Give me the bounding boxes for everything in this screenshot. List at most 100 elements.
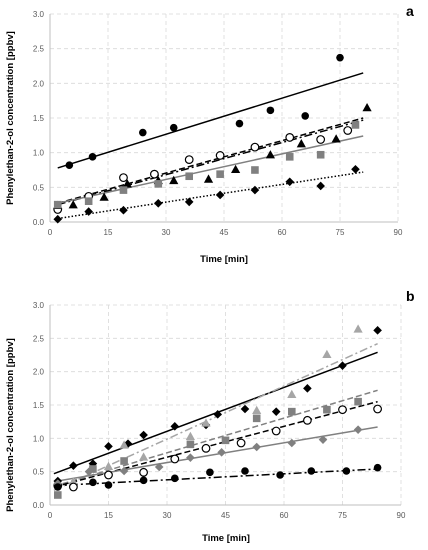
x-tick-label: 15 (104, 228, 113, 237)
data-point-series-3 (122, 179, 132, 188)
y-tick-label: 2.0 (33, 79, 45, 88)
data-point-series-1 (69, 461, 78, 470)
data-point-series-4 (201, 443, 211, 453)
data-point-series-6 (342, 467, 351, 475)
data-point-series-3 (265, 150, 275, 159)
data-point-series-4 (119, 186, 128, 194)
data-point-series-2 (103, 461, 114, 471)
data-point-series-1 (266, 106, 275, 115)
data-point-series-4 (285, 153, 294, 161)
trendline-series-2 (57, 117, 364, 205)
data-point-series-4 (139, 467, 149, 477)
data-point-series-4 (216, 170, 224, 178)
data-point-series-1 (65, 161, 74, 169)
panel-a-ylabel: Phenylethan-2-ol concentration [ppbv] (5, 31, 16, 205)
data-point-series-6 (89, 478, 97, 487)
y-tick-label: 2.5 (33, 45, 45, 54)
data-point-series-2 (285, 133, 295, 142)
data-point-series-5 (215, 190, 225, 200)
data-point-series-5 (285, 177, 295, 187)
panel-a-trendlines (57, 72, 364, 220)
trendline-series-1 (57, 72, 364, 169)
data-point-series-6 (241, 467, 249, 475)
data-point-series-3 (323, 405, 331, 414)
data-point-series-2 (343, 126, 353, 135)
panel-b-axes (49, 305, 401, 506)
data-point-series-1 (301, 112, 310, 120)
x-tick-label: 15 (104, 511, 113, 520)
data-point-series-3 (331, 134, 341, 143)
data-point-series-5 (252, 442, 261, 452)
data-point-series-4 (68, 482, 78, 492)
data-point-series-5 (184, 197, 194, 207)
data-point-series-4 (351, 121, 360, 129)
data-point-series-4 (185, 172, 193, 181)
panel-a-axes (49, 14, 398, 223)
panel-a-markers (53, 53, 372, 224)
data-point-series-1 (169, 123, 178, 132)
data-point-series-5 (53, 214, 63, 224)
data-point-series-2 (252, 405, 262, 415)
y-tick-label: 0.5 (33, 468, 45, 477)
data-point-series-1 (123, 439, 133, 448)
panel-b: b 0 15 30 45 60 75 90 0.0 0.5 1.0 1.5 2.0 2.5 3.0 Tim… (5, 288, 415, 544)
data-point-series-3 (68, 200, 78, 209)
data-point-series-2 (322, 349, 332, 359)
trendline-series-5 (57, 171, 364, 220)
data-point-series-2 (119, 440, 129, 449)
data-point-series-1 (213, 410, 222, 419)
data-point-series-5 (154, 462, 164, 472)
y-tick-label: 1.5 (33, 401, 45, 410)
x-tick-label: 75 (338, 511, 347, 520)
data-point-series-5 (250, 185, 260, 195)
data-point-series-1 (336, 53, 344, 62)
data-point-series-2 (201, 418, 211, 427)
data-point-series-2 (287, 389, 297, 399)
panel-b-ylabel: Phenylethan-2-ol concentration [ppbv] (5, 338, 16, 512)
data-point-series-6 (276, 471, 284, 479)
y-tick-label: 0.5 (33, 183, 45, 192)
data-point-series-5 (119, 466, 129, 476)
data-point-series-6 (171, 474, 179, 483)
data-point-series-4 (338, 405, 347, 415)
data-point-series-2 (353, 324, 363, 333)
data-point-series-1 (88, 153, 97, 161)
y-tick-label: 1.5 (33, 114, 45, 123)
data-point-series-2 (250, 142, 260, 152)
data-point-series-5 (217, 448, 226, 457)
x-tick-label: 75 (336, 228, 345, 237)
data-point-series-3 (169, 175, 179, 185)
data-point-series-1 (240, 404, 250, 414)
y-tick-label: 0.0 (33, 501, 45, 510)
panel-b-markers (53, 324, 383, 499)
x-tick-label: 30 (162, 228, 171, 237)
data-point-series-4 (373, 404, 383, 414)
panel-b-xlabel: Time [min] (202, 533, 250, 544)
x-tick-label: 45 (220, 228, 229, 237)
x-tick-label: 60 (280, 511, 289, 520)
trendline-series-5 (53, 426, 378, 483)
panel-a-ticks: 0 15 30 45 60 75 90 0.0 0.5 1.0 1.5 2.0 2.5 3.0 (33, 10, 403, 237)
y-tick-label: 1.0 (33, 434, 45, 443)
data-point-series-2 (139, 452, 149, 461)
panel-a: a 0 15 30 45 60 75 90 0.0 0.5 1.0 1.5 2.0 2.5 3.0 Tim… (5, 3, 414, 265)
data-point-series-3 (89, 465, 97, 473)
data-point-series-6 (206, 468, 214, 477)
data-point-series-3 (99, 192, 109, 201)
data-point-series-3 (221, 436, 230, 445)
data-point-series-2 (184, 155, 194, 165)
data-point-series-4 (154, 180, 163, 188)
trendline-series-2 (53, 342, 378, 492)
y-tick-label: 3.0 (33, 10, 45, 19)
data-point-series-1 (170, 422, 180, 431)
data-point-series-3 (362, 103, 372, 112)
data-point-series-1 (104, 442, 113, 451)
data-point-series-5 (351, 165, 360, 174)
data-point-series-1 (139, 128, 147, 137)
data-point-series-2 (185, 431, 195, 441)
data-point-series-4 (303, 415, 312, 425)
panel-b-grid (50, 304, 402, 505)
x-tick-label: 90 (397, 511, 406, 520)
data-point-series-3 (296, 139, 306, 148)
